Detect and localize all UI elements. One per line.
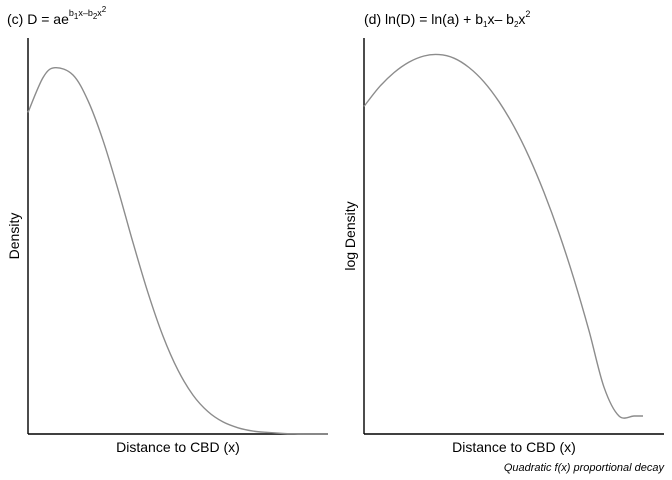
panel-d-title-sub2: 2 xyxy=(514,20,519,29)
panel-c-title-exp-b: b xyxy=(69,8,74,18)
panel-d-title-end: x xyxy=(518,11,525,27)
panel-d-title-sub1: 1 xyxy=(483,20,488,29)
panel-c-title-prefix: (c) D = ae xyxy=(7,11,69,27)
panel-c-title: (c) D = aeb1x–b2x2 xyxy=(7,5,107,27)
panel-c-title-exp-sub1: 1 xyxy=(74,12,79,21)
panel-c-series-line xyxy=(27,66,329,435)
panel-d-y-label: log Density xyxy=(342,201,358,270)
panel-d-title: (d) ln(D) = ln(a) + b1x– b2x2 xyxy=(364,9,530,29)
panel-c-title-exp-end: x xyxy=(97,8,102,18)
panel-d-title-pow: 2 xyxy=(525,9,530,19)
panel-d-title-prefix: (d) ln(D) = ln(a) + b xyxy=(364,11,483,27)
panel-c-x-label: Distance to CBD (x) xyxy=(116,439,240,455)
panel-c-title-exp-sub2: 2 xyxy=(93,12,98,21)
panel-c: (c) D = aeb1x–b2x2 Distance to CBD (x) D… xyxy=(6,5,329,455)
panel-d-x-label: Distance to CBD (x) xyxy=(452,439,576,455)
figure-caption: Quadratic f(x) proportional decay xyxy=(504,462,666,474)
panel-c-title-exp-pow: 2 xyxy=(102,5,107,14)
panel-c-title-exp-mid: x–b xyxy=(78,8,93,18)
panel-c-y-label: Density xyxy=(6,213,22,260)
panel-d: (d) ln(D) = ln(a) + b1x– b2x2 Distance t… xyxy=(342,9,664,455)
panel-d-title-mid: x– b xyxy=(488,11,515,27)
panel-d-series-line xyxy=(363,53,643,419)
